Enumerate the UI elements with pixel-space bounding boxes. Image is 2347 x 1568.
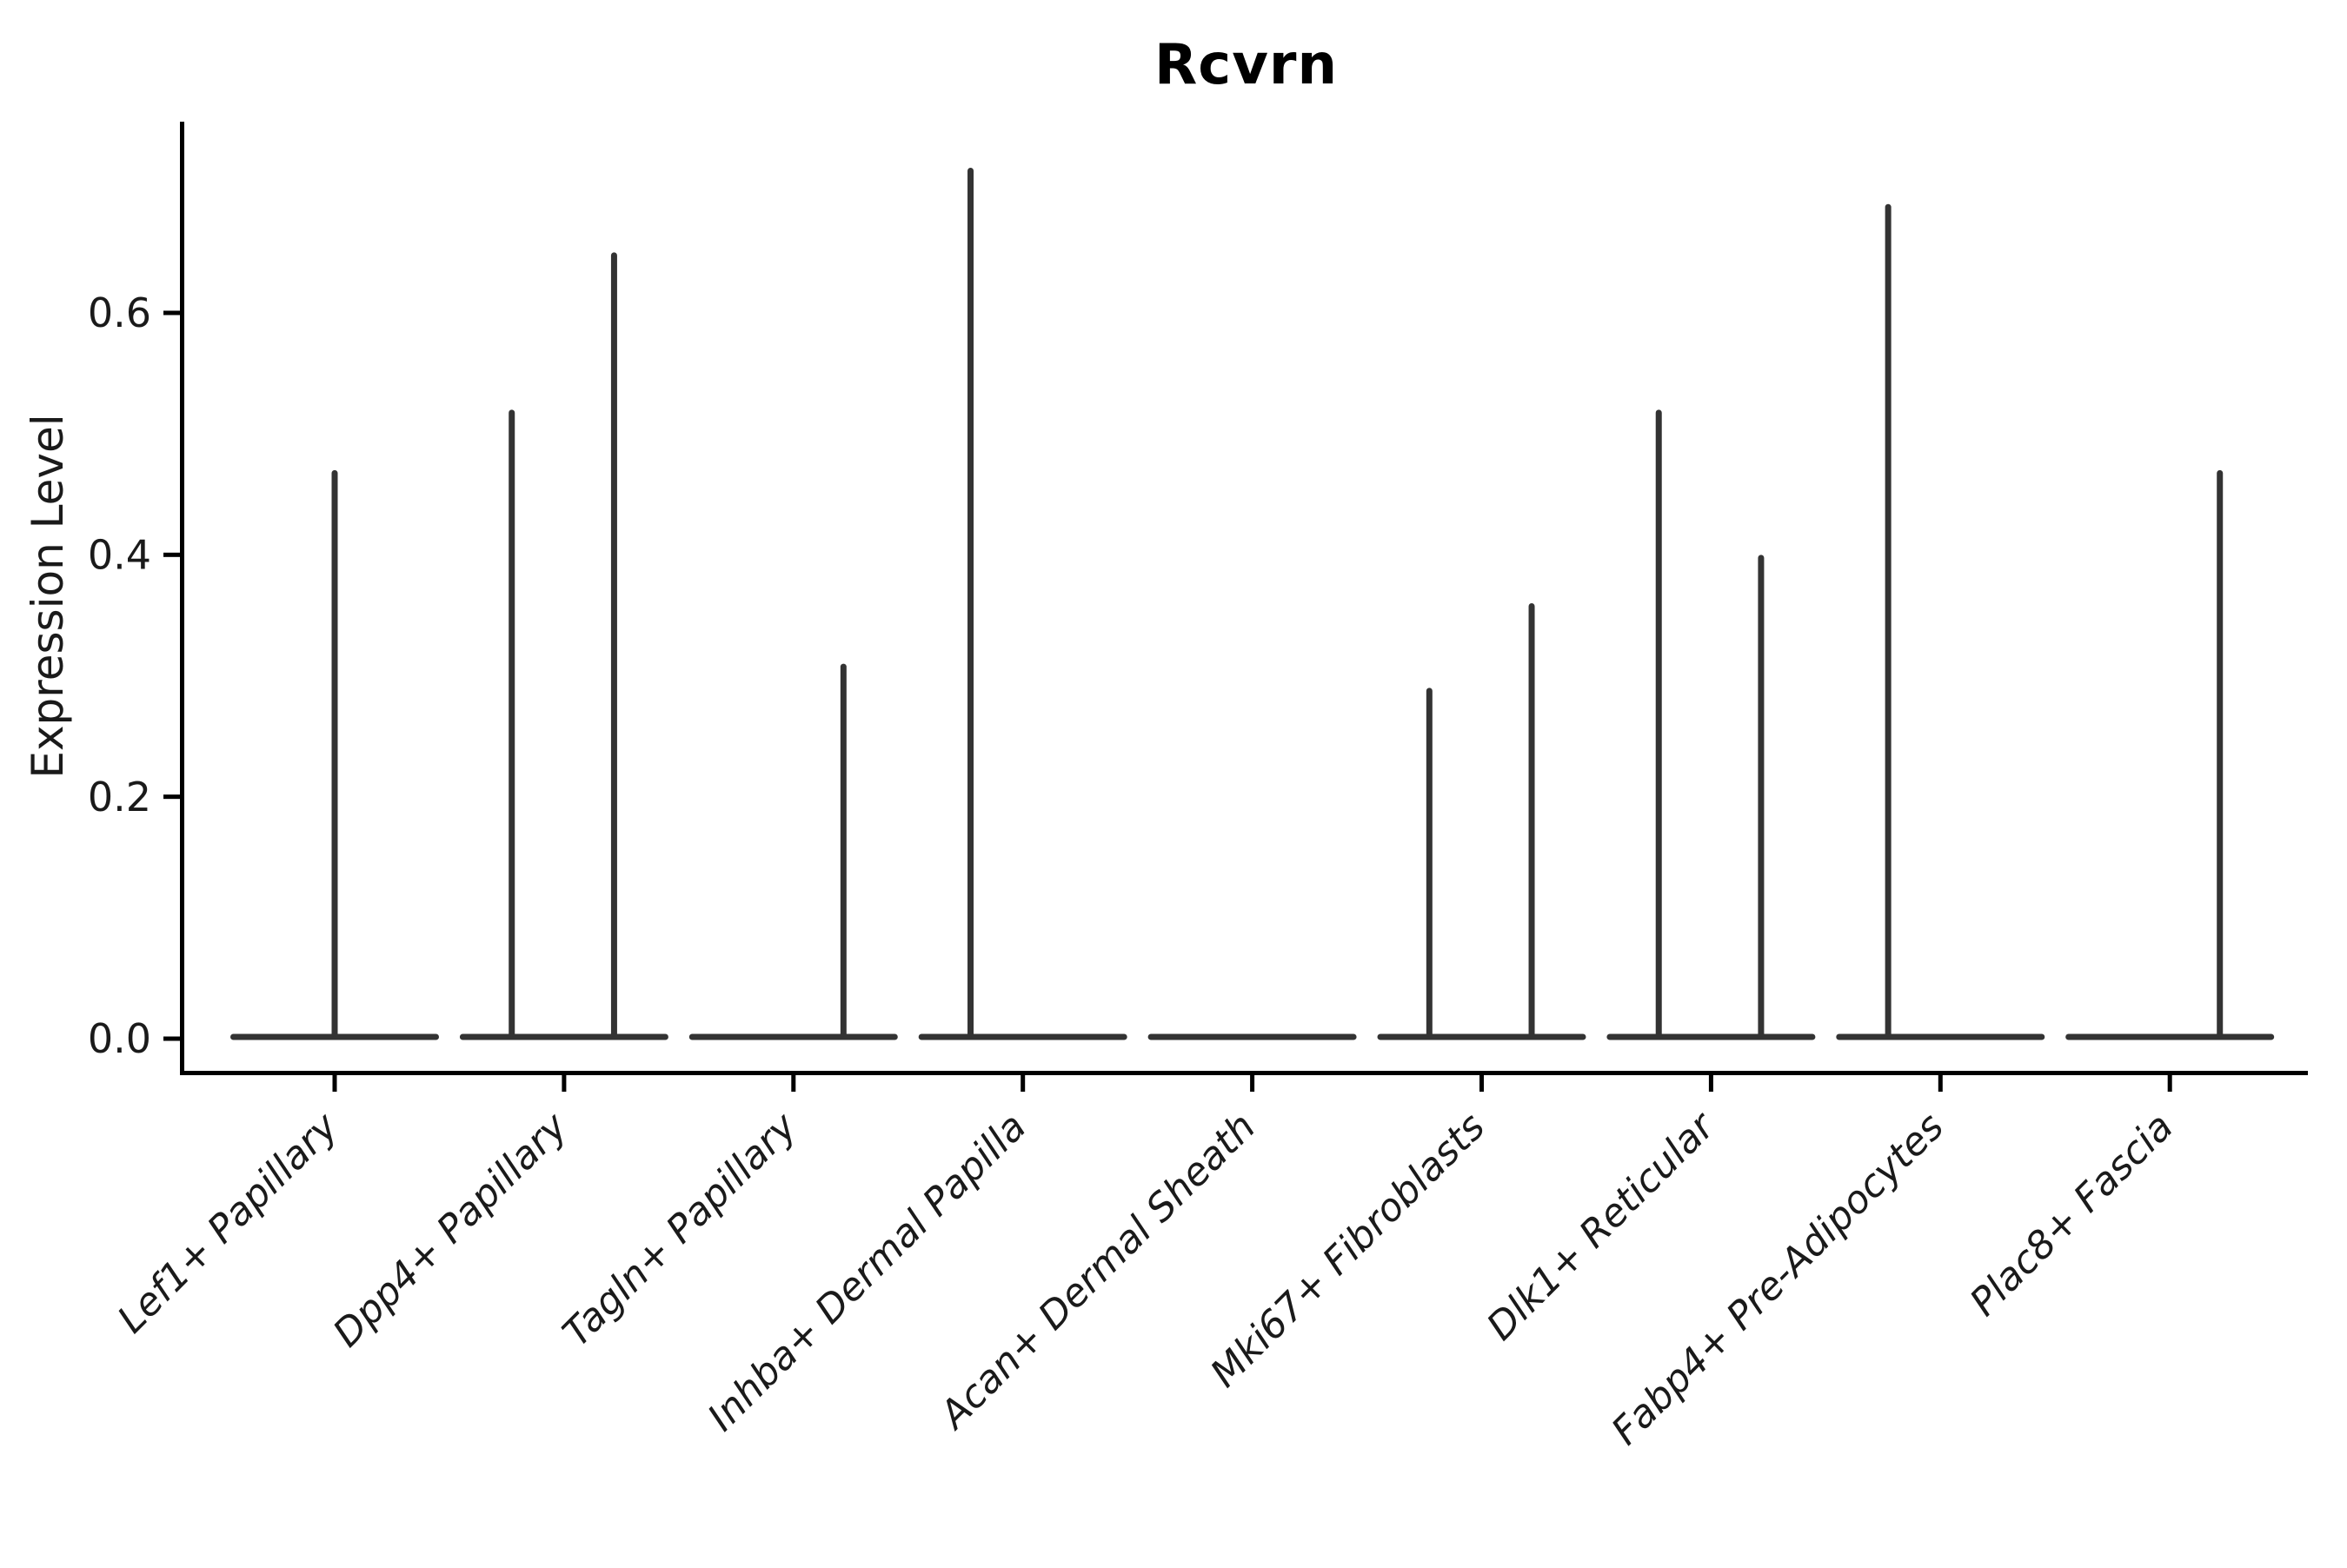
y-tick — [163, 1036, 180, 1041]
x-tick-label: Dlk1+ Reticular — [1479, 1103, 1725, 1349]
violin-baseline — [918, 1033, 1127, 1040]
violin-baseline — [2065, 1033, 2275, 1040]
violin-spike — [331, 469, 338, 1037]
y-axis-label: Expression Level — [23, 414, 73, 778]
y-tick-label: 0.0 — [88, 1015, 151, 1062]
x-tick-label: Tagln+ Papillary — [555, 1104, 806, 1355]
x-tick — [1938, 1075, 1943, 1092]
x-tick — [1479, 1075, 1484, 1092]
x-tick-label: Plac8+ Fascia — [1962, 1105, 2182, 1325]
violin-spike — [1528, 602, 1535, 1037]
x-tick — [1250, 1075, 1255, 1092]
y-tick — [163, 794, 180, 800]
x-tick-label: Dpp4+ Papillary — [325, 1104, 577, 1356]
y-tick-label: 0.4 — [88, 531, 151, 578]
x-tick — [332, 1075, 337, 1092]
x-tick — [2167, 1075, 2172, 1092]
x-tick-label: Lef1+ Papillary — [110, 1104, 348, 1342]
violin-spike — [1655, 409, 1662, 1037]
violin-baseline — [1606, 1033, 1816, 1040]
violin-spike — [1885, 203, 1892, 1038]
violin-baseline — [1836, 1033, 2045, 1040]
y-tick-label: 0.6 — [88, 289, 151, 336]
violin-spike — [967, 167, 974, 1037]
y-tick — [163, 552, 180, 557]
y-tick-label: 0.2 — [88, 774, 151, 821]
x-tick — [1708, 1075, 1713, 1092]
violin-spike — [2217, 469, 2224, 1037]
violin-spike — [1758, 555, 1765, 1037]
violin-spike — [840, 663, 847, 1037]
violin-spike — [610, 252, 617, 1037]
y-tick — [163, 310, 180, 316]
x-tick — [791, 1075, 796, 1092]
violin-spike — [1426, 688, 1433, 1037]
chart-title: Rcvrn — [1154, 33, 1339, 97]
x-tick — [1021, 1075, 1026, 1092]
violin-baseline — [459, 1033, 668, 1040]
violin-baseline — [1147, 1033, 1357, 1040]
violin-baseline — [1377, 1033, 1586, 1040]
x-axis-spine — [180, 1071, 2308, 1075]
violin-spike — [509, 409, 515, 1037]
violin-baseline — [688, 1033, 898, 1040]
x-tick — [562, 1075, 567, 1092]
y-axis-spine — [180, 122, 184, 1075]
